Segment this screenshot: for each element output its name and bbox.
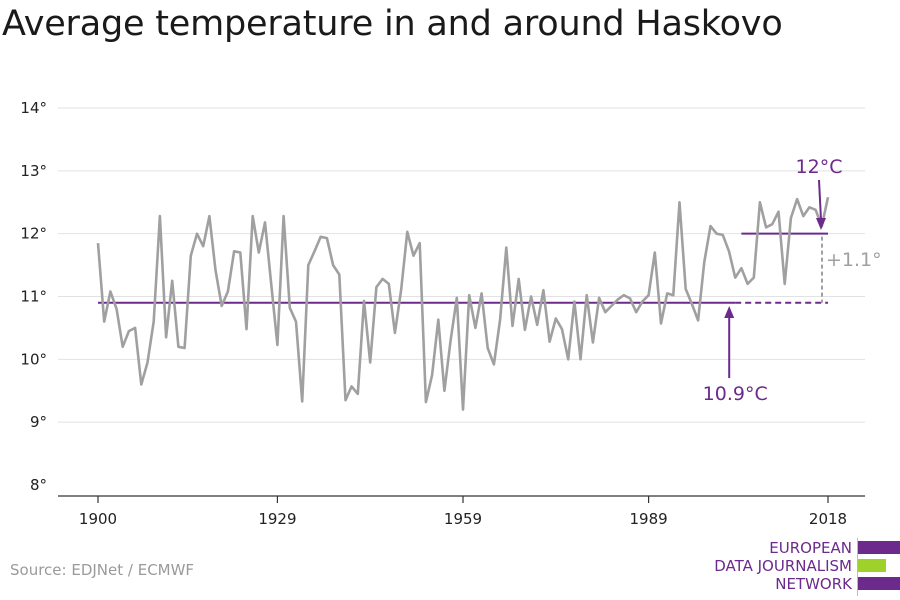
x-axis: 1900 1929 1959 1989 2018 [58,495,865,528]
baseline-arrow-head [724,306,735,318]
x-tick-label: 1989 [629,510,667,528]
y-tick-label: 8° [30,476,47,494]
recent-arrow-shaft [818,179,822,221]
series-layer [96,196,830,411]
baseline-average-label: 10.9°C [703,383,768,405]
logo-bar-purple-top [858,541,900,554]
edjnet-logo: EUROPEAN DATA JOURNALISM NETWORK [700,538,900,598]
logo-line-3: NETWORK [775,575,852,593]
y-tick-label: 11° [20,288,47,306]
x-tick-label: 1900 [79,510,117,528]
chart-title: Average temperature in and around Haskov… [2,4,783,44]
y-tick-label: 13° [20,162,47,180]
temperature-series-line [96,196,830,411]
logo-divider [857,538,858,596]
reference-lines [98,232,828,304]
x-tick-label: 1929 [258,510,296,528]
recent-average-label: 12°C [796,156,843,178]
x-tick-label: 2018 [809,510,847,528]
y-tick-label: 10° [20,350,47,368]
logo-line-2: DATA JOURNALISM [714,557,852,575]
y-tick-label: 9° [30,413,47,431]
difference-label: +1.1° [826,249,882,271]
y-axis-ticks: 8° 9° 10° 11° 12° 13° 14° [20,99,47,494]
logo-bar-purple-bottom [858,577,900,590]
annotations: +1.1° 12°C 10.9°C [703,156,882,405]
recent-arrow-head [816,218,826,230]
y-tick-label: 12° [20,225,47,243]
logo-bar-green [858,559,886,572]
source-note: Source: EDJNet / ECMWF [10,561,195,579]
y-tick-label: 14° [20,99,47,117]
logo-line-1: EUROPEAN [769,539,852,557]
x-tick-label: 1959 [444,510,482,528]
